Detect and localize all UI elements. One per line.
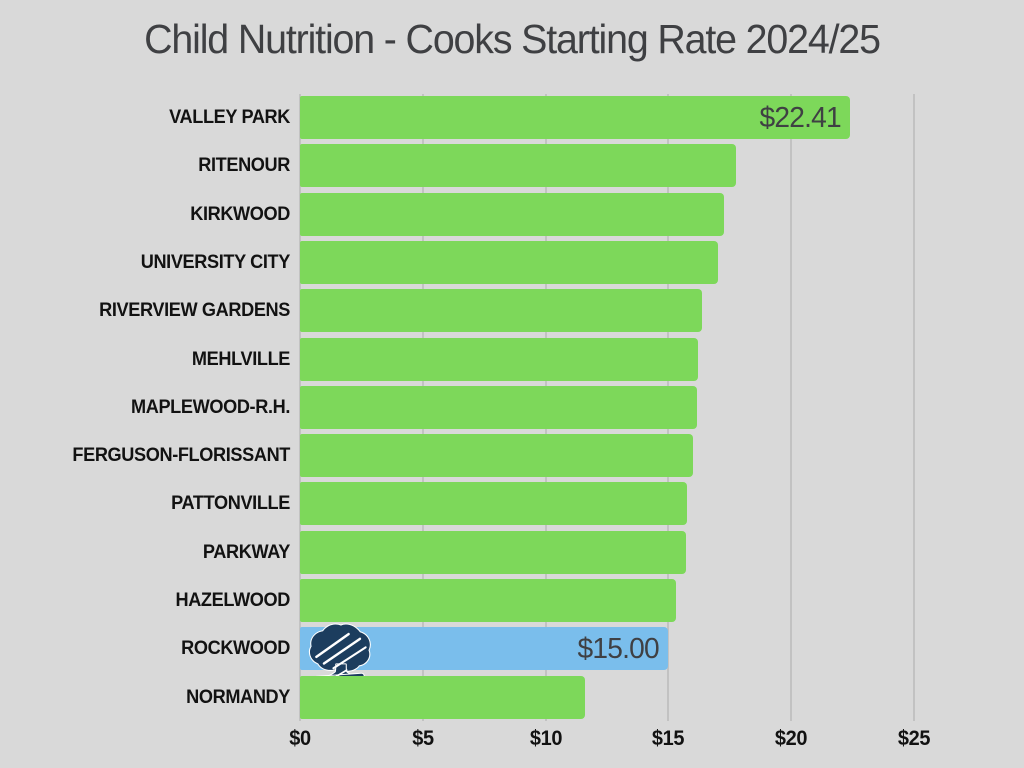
bar (300, 337, 698, 381)
chart-row: FERGUSON-FLORISSANT (0, 434, 1024, 478)
bar (300, 192, 724, 236)
district-label: KIRKWOOD (190, 202, 290, 225)
district-label: NORMANDY (186, 685, 290, 708)
x-axis-tick-label: $10 (529, 727, 563, 750)
bar-value-label: $22.41 (759, 102, 842, 134)
gridline (790, 94, 793, 721)
chart-row: RITENOUR (0, 144, 1024, 188)
chart-row: PATTONVILLE (0, 482, 1024, 526)
bar (300, 289, 702, 333)
bar (300, 385, 697, 429)
district-label: MEHLVILLE (191, 347, 290, 370)
chart-row: NORMANDY (0, 675, 1024, 719)
district-label: PARKWAY (202, 540, 290, 563)
district-label: MAPLEWOOD-R.H. (130, 395, 290, 418)
chart-row: HAZELWOOD (0, 579, 1024, 622)
chart-row: UNIVERSITY CITY (0, 240, 1024, 284)
bar (300, 240, 718, 284)
chart-row: PARKWAY (0, 530, 1024, 574)
district-label: FERGUSON-FLORISSANT (72, 444, 290, 467)
bar: $22.41 (300, 96, 851, 139)
district-label: VALLEY PARK (169, 106, 290, 128)
chart-row: MEHLVILLE (0, 337, 1024, 381)
chart-row: MAPLEWOOD-R.H. (0, 385, 1024, 429)
district-label: RITENOUR (198, 154, 290, 177)
bar-value-label: $15.00 (578, 633, 660, 666)
x-axis-tick-label: $20 (775, 727, 808, 750)
chart-row: RIVERVIEW GARDENS (0, 289, 1024, 333)
bar (300, 144, 736, 188)
chart-row: KIRKWOOD (0, 192, 1024, 236)
x-axis-tick-label: $5 (412, 727, 434, 750)
chart-row: VALLEY PARK $22.41 (0, 96, 1024, 139)
bar (300, 434, 693, 478)
bar (300, 482, 687, 526)
district-label: ROCKWOOD (181, 637, 290, 660)
gridline (913, 94, 915, 721)
page-title: Child Nutrition - Cooks Starting Rate 20… (144, 16, 881, 62)
district-label: UNIVERSITY CITY (140, 250, 291, 273)
x-axis-tick-label: $25 (897, 727, 931, 750)
bar (300, 530, 686, 574)
bar (300, 675, 585, 719)
bar: $15.00 (300, 623, 669, 687)
x-axis-tick-label: $0 (289, 727, 311, 750)
district-label: HAZELWOOD (175, 589, 290, 611)
district-label: RIVERVIEW GARDENS (99, 299, 290, 322)
district-label: PATTONVILLE (171, 492, 290, 515)
chart-row: ROCKWOOD $15.00 (0, 623, 1024, 687)
bar (300, 579, 676, 622)
x-axis-tick-label: $15 (652, 727, 685, 750)
